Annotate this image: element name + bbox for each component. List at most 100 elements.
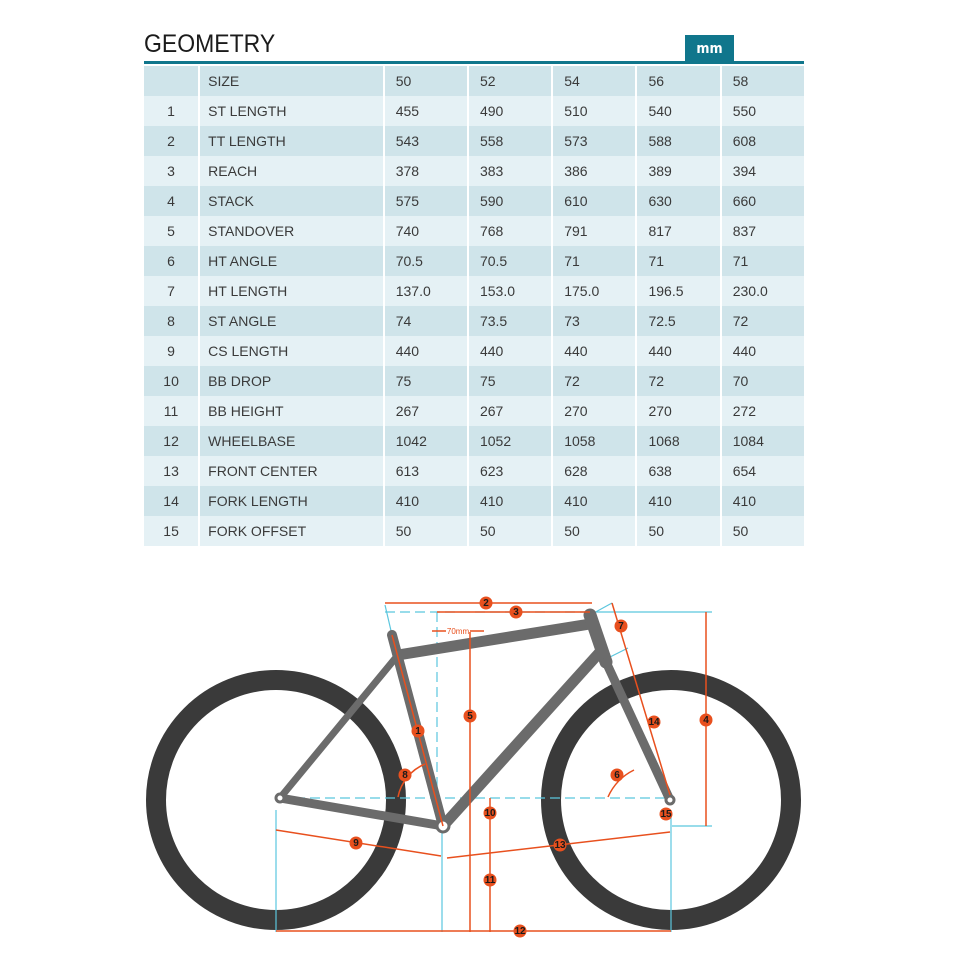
marker-5: 5 xyxy=(463,709,477,723)
table-cell: 74 xyxy=(384,306,467,336)
title-divider xyxy=(144,61,804,64)
table-row: 13 FRONT CENTER 613 623 628 638 654 xyxy=(144,456,804,486)
table-cell: 71 xyxy=(553,246,636,276)
table-cell: 137.0 xyxy=(384,276,467,306)
table-row: 6 HT ANGLE 70.5 70.5 71 71 71 xyxy=(144,246,804,276)
table-row: 8 ST ANGLE 74 73.5 73 72.5 72 xyxy=(144,306,804,336)
marker-label: 13 xyxy=(554,840,566,851)
table-cell: 73 xyxy=(553,306,636,336)
table-cell: 70 xyxy=(721,366,804,396)
table-cell: 1068 xyxy=(637,426,720,456)
marker-label: 6 xyxy=(614,770,620,781)
table-cell: 740 xyxy=(384,216,467,246)
table-cell: 272 xyxy=(721,396,804,426)
table-cell: 267 xyxy=(384,396,467,426)
marker-15: 15 xyxy=(659,807,673,821)
row-number: 3 xyxy=(144,156,199,186)
table-row: 7 HT LENGTH 137.0 153.0 175.0 196.5 230.0 xyxy=(144,276,804,306)
table-cell: 440 xyxy=(721,336,804,366)
row-number: 7 xyxy=(144,276,199,306)
table-cell: 71 xyxy=(721,246,804,276)
table-cell: 588 xyxy=(637,126,720,156)
row-label: STANDOVER xyxy=(200,216,383,246)
column-header: 58 xyxy=(721,66,804,96)
row-label: BB HEIGHT xyxy=(200,396,383,426)
marker-6: 6 xyxy=(610,768,624,782)
page-title: GEOMETRY xyxy=(144,30,276,58)
table-cell: 610 xyxy=(553,186,636,216)
table-row: 1 ST LENGTH 455 490 510 540 550 xyxy=(144,96,804,126)
table-cell: 440 xyxy=(637,336,720,366)
table-cell: 72 xyxy=(553,366,636,396)
table-cell: 72.5 xyxy=(637,306,720,336)
row-number: 12 xyxy=(144,426,199,456)
table-cell: 410 xyxy=(384,486,467,516)
row-number: 15 xyxy=(144,516,199,546)
marker-circle xyxy=(411,724,425,738)
marker-label: 11 xyxy=(485,875,496,886)
table-cell: 75 xyxy=(384,366,467,396)
row-number: 9 xyxy=(144,336,199,366)
row-label: ST ANGLE xyxy=(200,306,383,336)
table-cell: 440 xyxy=(553,336,636,366)
table-cell: 70.5 xyxy=(384,246,467,276)
table-cell: 590 xyxy=(468,186,552,216)
row-label: HT LENGTH xyxy=(200,276,383,306)
table-cell: 75 xyxy=(468,366,552,396)
table-cell: 490 xyxy=(468,96,552,126)
marker-circle xyxy=(349,836,363,850)
table-cell: 410 xyxy=(468,486,552,516)
marker-circle xyxy=(610,768,624,782)
row-number: 14 xyxy=(144,486,199,516)
table-cell: 389 xyxy=(637,156,720,186)
marker-label: 12 xyxy=(514,926,526,937)
column-header: SIZE xyxy=(200,66,383,96)
row-number: 11 xyxy=(144,396,199,426)
marker-label: 4 xyxy=(703,715,709,726)
table-cell: 654 xyxy=(721,456,804,486)
table-cell: 383 xyxy=(468,156,552,186)
table-cell: 72 xyxy=(637,366,720,396)
marker-label: 15 xyxy=(660,809,672,820)
marker-label: 1 xyxy=(415,726,421,737)
table-cell: 630 xyxy=(637,186,720,216)
table-row: 11 BB HEIGHT 267 267 270 270 272 xyxy=(144,396,804,426)
marker-11: 11 xyxy=(483,873,497,887)
table-cell: 153.0 xyxy=(468,276,552,306)
marker-10: 10 xyxy=(483,806,497,820)
column-header: 54 xyxy=(553,66,636,96)
marker-1: 1 xyxy=(411,724,425,738)
table-cell: 1084 xyxy=(721,426,804,456)
marker-label: 9 xyxy=(353,838,359,849)
table-cell: 455 xyxy=(384,96,467,126)
table-cell: 70.5 xyxy=(468,246,552,276)
table-row: 3 REACH 378 383 386 389 394 xyxy=(144,156,804,186)
marker-circle xyxy=(463,709,477,723)
table-cell: 410 xyxy=(637,486,720,516)
table-cell: 440 xyxy=(468,336,552,366)
marker-3: 3 xyxy=(509,605,523,619)
table-cell: 550 xyxy=(721,96,804,126)
row-number: 6 xyxy=(144,246,199,276)
row-number: 1 xyxy=(144,96,199,126)
table-cell: 573 xyxy=(553,126,636,156)
marker-label: 10 xyxy=(484,808,496,819)
offset-note: 70mm xyxy=(447,627,470,636)
row-label: BB DROP xyxy=(200,366,383,396)
table-cell: 1058 xyxy=(553,426,636,456)
table-cell: 196.5 xyxy=(637,276,720,306)
geometry-table: SIZE 50 52 54 56 58 1 ST LENGTH 455 490 510 540 550 2… xyxy=(142,66,806,546)
row-label: TT LENGTH xyxy=(200,126,383,156)
bike-frame xyxy=(274,608,676,834)
table-cell: 837 xyxy=(721,216,804,246)
table-cell: 378 xyxy=(384,156,467,186)
unit-toggle-mm[interactable]: mm xyxy=(685,35,734,63)
table-cell: 608 xyxy=(721,126,804,156)
marker-circle xyxy=(553,838,567,852)
table-cell: 1042 xyxy=(384,426,467,456)
table-cell: 386 xyxy=(553,156,636,186)
table-cell: 50 xyxy=(637,516,720,546)
row-label: FRONT CENTER xyxy=(200,456,383,486)
marker-circle xyxy=(479,596,493,610)
